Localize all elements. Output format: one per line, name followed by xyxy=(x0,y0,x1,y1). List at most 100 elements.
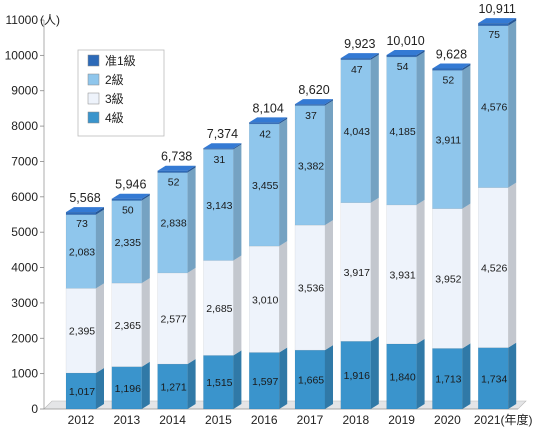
x-tick-label: 2021(年度) xyxy=(474,412,533,427)
bar-segment xyxy=(294,103,326,106)
x-tick-label: 2017 xyxy=(297,413,324,427)
bar-total-label: 8,620 xyxy=(298,83,329,97)
bar-segment xyxy=(248,122,280,125)
bar-total-label: 9,628 xyxy=(436,48,467,62)
legend-label: 2級 xyxy=(105,73,124,87)
segment-value-label: 1,916 xyxy=(344,370,370,382)
y-tick-label: 8000 xyxy=(11,119,38,133)
x-tick-label: 2014 xyxy=(159,413,186,427)
y-tick-label: 0 xyxy=(31,402,38,416)
bar-side xyxy=(325,100,333,226)
segment-value-label: 37 xyxy=(305,110,317,122)
y-tick-label: 7000 xyxy=(11,154,38,168)
bar-top-cap xyxy=(66,207,104,213)
segment-value-label: 1,515 xyxy=(206,377,232,389)
y-tick-label: 5000 xyxy=(11,225,38,239)
bar-side xyxy=(370,54,379,203)
bar-side xyxy=(279,117,288,124)
segment-value-label: 1,840 xyxy=(389,371,415,383)
bar-side xyxy=(233,143,242,150)
bar-side xyxy=(233,350,242,409)
bar-segment xyxy=(478,25,509,188)
y-tick-label: 10000 xyxy=(5,48,39,62)
x-tick-label: 2019 xyxy=(388,413,415,427)
segment-value-label: 73 xyxy=(76,218,88,230)
y-unit-label: (人) xyxy=(40,13,60,27)
y-tick-label: 11000 xyxy=(6,13,39,27)
bar-side xyxy=(462,65,471,209)
segment-value-label: 3,917 xyxy=(344,267,370,279)
bar-top-cap xyxy=(295,99,333,105)
segment-value-label: 31 xyxy=(214,154,226,166)
bar-side xyxy=(187,359,196,409)
segment-value-label: 1,017 xyxy=(69,386,95,398)
bar-segment xyxy=(65,211,97,215)
bar-side xyxy=(416,51,425,205)
bar-total-label: 10,911 xyxy=(479,2,516,16)
bar-segment xyxy=(386,204,417,345)
bar-side xyxy=(233,144,242,261)
bar-segment xyxy=(340,57,371,60)
y-tick-label: 2000 xyxy=(11,331,38,345)
segment-value-label: 1,597 xyxy=(252,376,278,388)
bar-total-label: 5,568 xyxy=(69,191,100,205)
segment-value-label: 2,335 xyxy=(115,237,141,249)
bar-side xyxy=(141,193,150,201)
segment-value-label: 2,083 xyxy=(69,247,95,259)
bar-top-cap xyxy=(478,18,517,24)
bar-segment xyxy=(478,187,509,348)
bar-side xyxy=(279,347,288,409)
bar-side xyxy=(508,18,517,26)
bar-segment xyxy=(432,68,463,71)
x-tick-label: 2012 xyxy=(68,413,95,427)
bar-total-label: 7,374 xyxy=(207,127,238,141)
bar-segment xyxy=(157,363,188,410)
bar-segment xyxy=(203,149,234,261)
bar-segment xyxy=(203,260,234,356)
segment-value-label: 3,010 xyxy=(252,294,278,306)
segment-value-label: 52 xyxy=(443,75,455,87)
segment-value-label: 3,952 xyxy=(435,274,461,286)
bar-side xyxy=(416,50,425,57)
bar-side xyxy=(416,338,425,409)
bar-segment xyxy=(157,170,188,173)
segment-value-label: 2,395 xyxy=(69,326,95,338)
bar-segment xyxy=(203,355,234,410)
bar-segment xyxy=(340,202,371,342)
x-tick-label: 2016 xyxy=(251,413,278,427)
bar-side xyxy=(187,167,196,273)
x-tick-label: 2013 xyxy=(113,413,140,427)
segment-value-label: 1,271 xyxy=(160,382,186,394)
bar-total-label: 8,104 xyxy=(253,101,284,115)
bar-top-cap xyxy=(203,143,242,149)
bar-segment xyxy=(294,105,326,226)
bar-side xyxy=(325,220,333,351)
y-tick-label: 4000 xyxy=(11,261,38,275)
bar-side xyxy=(279,241,288,353)
bar-segment xyxy=(432,70,463,209)
legend-label: 准1級 xyxy=(105,54,136,68)
y-tick-label: 1000 xyxy=(11,367,38,381)
legend-label: 3級 xyxy=(105,92,124,106)
bar-segment xyxy=(340,341,371,410)
legend-swatch xyxy=(87,73,100,86)
y-tick-label: 9000 xyxy=(11,84,38,98)
bar-segment xyxy=(386,54,417,58)
bar-side xyxy=(508,20,517,188)
bar-segment xyxy=(203,148,234,150)
bar-side xyxy=(233,255,242,356)
y-tick-label: 6000 xyxy=(11,190,38,204)
segment-value-label: 75 xyxy=(488,29,500,41)
segment-value-label: 4,043 xyxy=(344,126,370,138)
segment-value-label: 47 xyxy=(351,64,363,76)
bar-total-label: 6,738 xyxy=(161,150,192,164)
segment-value-label: 42 xyxy=(259,128,271,140)
bar-top-cap xyxy=(432,63,471,69)
segment-value-label: 3,931 xyxy=(389,269,415,281)
bar-segment xyxy=(111,282,143,367)
bar-side xyxy=(325,99,333,106)
segment-value-label: 3,536 xyxy=(298,283,324,295)
bar-segment xyxy=(111,198,143,201)
segment-value-label: 1,665 xyxy=(298,375,324,387)
